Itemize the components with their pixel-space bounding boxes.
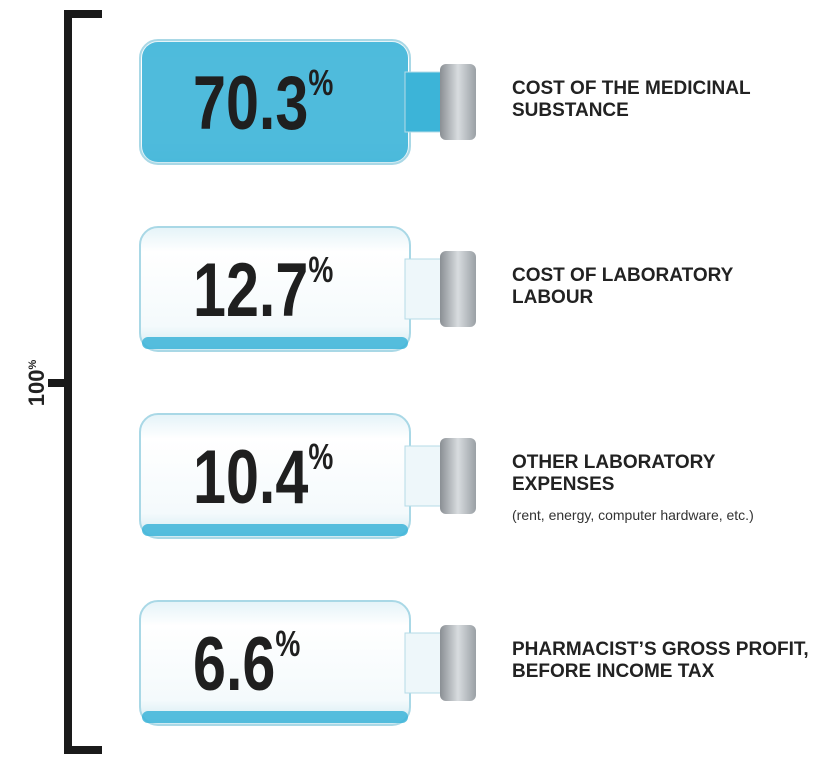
category-label: COST OF THE MEDICINAL	[512, 78, 751, 99]
vial-cap	[440, 438, 476, 514]
vial-liquid	[142, 524, 408, 536]
bracket	[48, 14, 102, 750]
vial-neck	[405, 259, 443, 319]
vial-cap	[440, 251, 476, 327]
vial-neck	[405, 633, 443, 693]
total-unit: %	[27, 360, 39, 370]
category-label: EXPENSES	[512, 474, 614, 495]
vial-cap	[440, 64, 476, 140]
vial	[140, 601, 476, 725]
vial-neck	[405, 446, 443, 506]
category-label: OTHER LABORATORY	[512, 452, 716, 473]
total-label: 100%	[24, 360, 49, 407]
chart: 100% 70.3% COST OF THE MEDICINALSUBSTANCE…	[0, 0, 831, 762]
category-label: PHARMACIST’S GROSS PROFIT,	[512, 639, 809, 660]
unit: %	[308, 437, 333, 477]
vial-liquid	[142, 337, 408, 349]
value: 70.3	[193, 61, 308, 146]
unit: %	[308, 250, 333, 290]
category-label: SUBSTANCE	[512, 100, 629, 121]
value: 12.7	[193, 248, 308, 333]
vial-cap	[440, 625, 476, 701]
category-label: BEFORE INCOME TAX	[512, 661, 715, 682]
page: 100% 70.3% COST OF THE MEDICINALSUBSTANCE…	[0, 0, 831, 762]
value: 6.6	[193, 622, 275, 707]
unit: %	[275, 624, 300, 664]
vial-liquid	[142, 711, 408, 723]
vial-neck	[405, 72, 443, 132]
category-note: (rent, energy, computer hardware, etc.)	[512, 507, 754, 523]
category-label: COST OF LABORATORY	[512, 265, 734, 286]
total-value: 100	[24, 370, 49, 407]
value: 10.4	[193, 435, 308, 520]
unit: %	[308, 63, 333, 103]
category-label: LABOUR	[512, 287, 594, 308]
